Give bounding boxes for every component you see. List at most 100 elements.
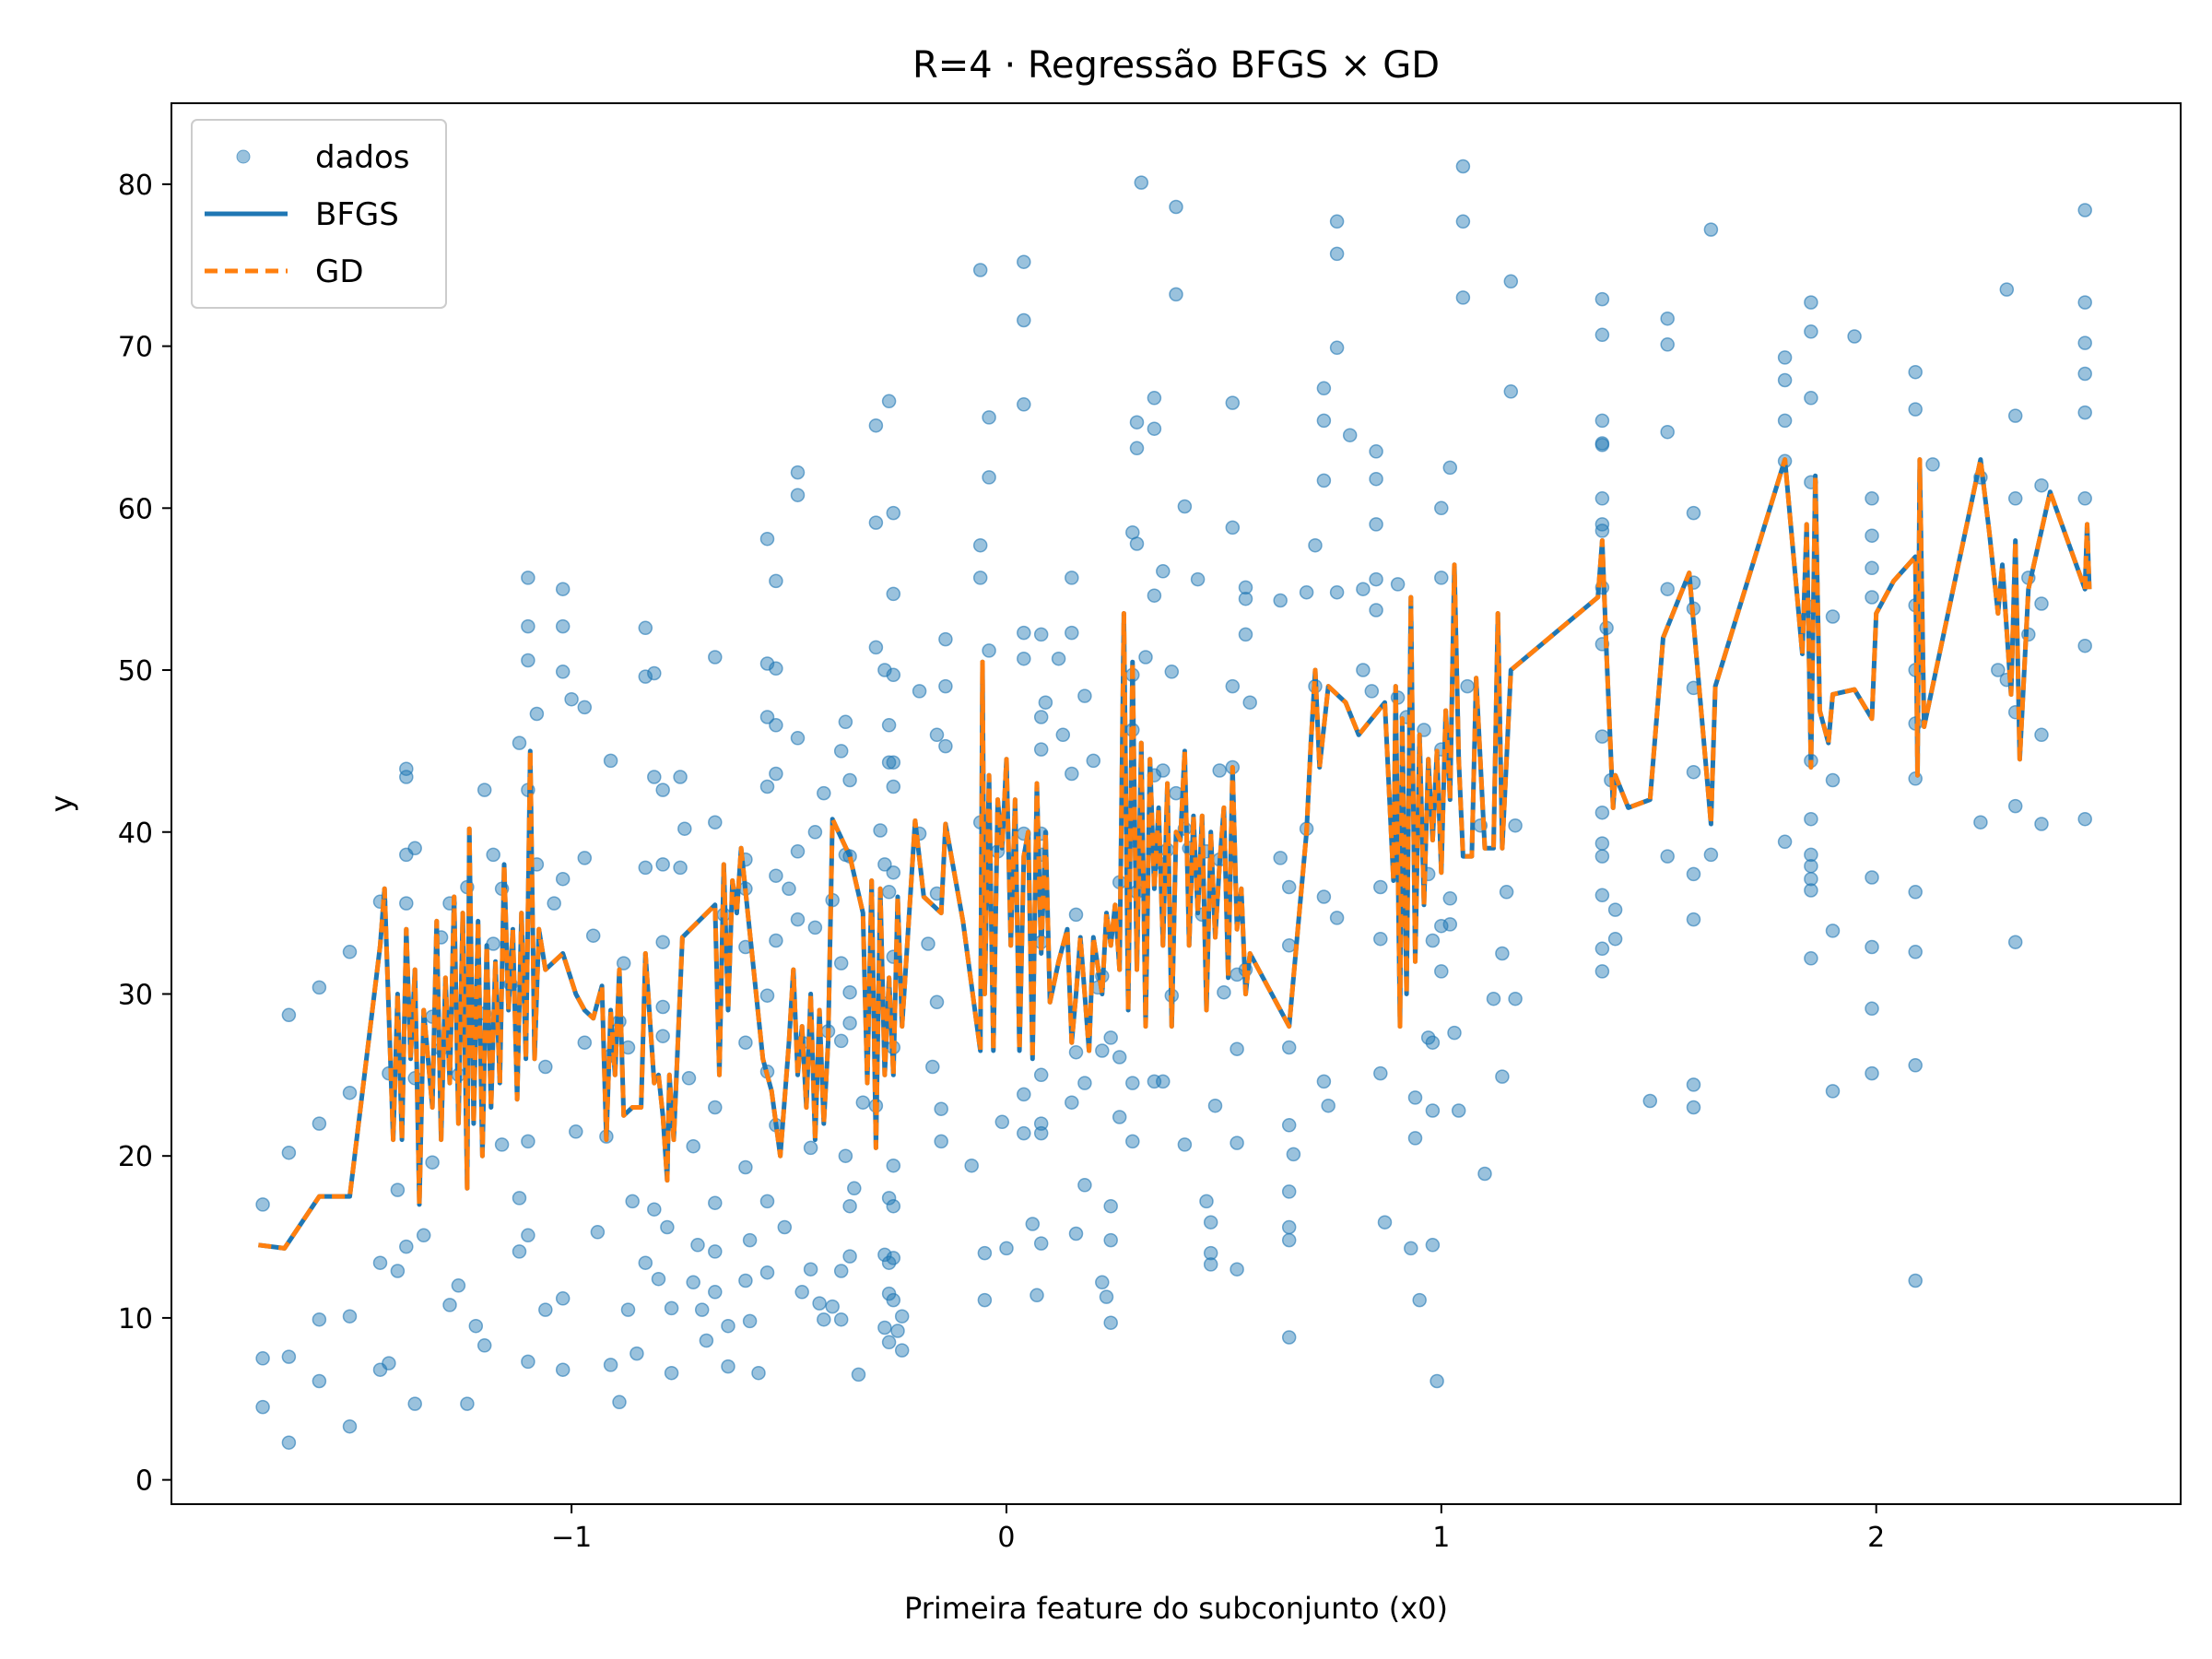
data-point [1825, 772, 1841, 788]
data-point [660, 1219, 675, 1235]
data-point [1321, 1098, 1335, 1113]
data-point [1442, 891, 1458, 906]
data-point [982, 410, 996, 425]
data-point [1908, 885, 1923, 900]
data-point [1065, 766, 1079, 782]
data-point [521, 1228, 535, 1243]
data-point [1238, 627, 1253, 642]
y-tick-label: 40 [118, 818, 153, 850]
data-point [1095, 1275, 1110, 1290]
data-point [1281, 1118, 1297, 1133]
data-point [1373, 931, 1388, 947]
data-point [2077, 491, 2092, 506]
data-point [842, 1016, 857, 1030]
data-point [769, 718, 783, 733]
data-point [512, 1244, 527, 1259]
data-point [647, 770, 662, 784]
data-point [1804, 871, 1818, 887]
data-point [1660, 849, 1675, 864]
data-point [1777, 372, 1793, 388]
data-point [759, 710, 775, 724]
data-point [842, 1249, 857, 1264]
data-point [255, 1197, 270, 1212]
data-point [1203, 1257, 1218, 1272]
data-point [868, 640, 884, 655]
data-point [886, 1158, 901, 1173]
data-point [1125, 1134, 1140, 1149]
data-point [1238, 591, 1253, 606]
data-point [873, 823, 888, 838]
data-point [1442, 460, 1458, 476]
data-point [790, 731, 806, 746]
data-point [938, 678, 953, 694]
data-point [708, 1195, 723, 1210]
data-point [1686, 912, 1701, 927]
data-point [833, 1312, 849, 1327]
x-tick-label: 0 [997, 1522, 1015, 1554]
data-point [1147, 421, 1162, 436]
data-point [1103, 1315, 1118, 1330]
data-point [1017, 1125, 1031, 1141]
data-point [1156, 1074, 1171, 1089]
data-point [1390, 577, 1406, 592]
line-layer [258, 457, 2092, 1251]
data-point [625, 1194, 640, 1209]
data-point [1356, 582, 1371, 596]
data-point [1329, 584, 1345, 600]
data-point [1369, 444, 1383, 459]
data-point [708, 1244, 723, 1259]
data-point [912, 684, 927, 699]
data-point [2077, 405, 2092, 420]
data-point [1594, 849, 1610, 864]
data-point [486, 847, 500, 863]
data-point [1129, 441, 1145, 456]
data-point [1033, 627, 1049, 642]
data-point [1017, 651, 1031, 666]
data-point [603, 1358, 618, 1372]
data-point [708, 815, 723, 830]
data-point [890, 1324, 905, 1338]
data-point [620, 1302, 636, 1317]
data-point [1804, 858, 1818, 874]
data-point [569, 1124, 583, 1139]
data-point [1495, 946, 1510, 961]
data-point [1316, 381, 1332, 396]
data-point [1825, 609, 1841, 624]
data-point [1499, 885, 1514, 900]
data-point [1299, 584, 1314, 600]
data-point [1847, 329, 1862, 344]
data-point [1804, 883, 1818, 898]
data-point [1455, 214, 1471, 229]
data-point [1369, 517, 1383, 532]
data-point [521, 571, 535, 585]
x-tick-label: 1 [1432, 1522, 1450, 1554]
data-point [1038, 695, 1053, 710]
data-point [255, 1399, 270, 1415]
data-point [777, 1219, 793, 1235]
data-point [972, 263, 988, 277]
data-point [794, 1285, 809, 1300]
data-point [881, 394, 897, 409]
data-point [1051, 651, 1066, 666]
data-point [281, 1145, 297, 1160]
data-point [877, 857, 892, 872]
data-point [468, 1318, 484, 1334]
data-point [1660, 337, 1675, 352]
data-point [1434, 964, 1449, 979]
data-point [529, 706, 545, 722]
data-point [1164, 665, 1180, 679]
data-point [585, 928, 601, 943]
data-point [521, 1134, 535, 1149]
data-point [1138, 650, 1153, 665]
data-point [1804, 811, 1818, 827]
data-point [1190, 571, 1206, 587]
data-point [881, 1191, 897, 1206]
data-point [929, 994, 945, 1010]
data-point [1103, 1232, 1118, 1248]
data-point [1329, 340, 1345, 356]
data-point [759, 1265, 775, 1280]
data-point [1804, 847, 1818, 863]
data-point [881, 1335, 897, 1350]
data-point [312, 1373, 327, 1389]
data-point [934, 1134, 948, 1149]
